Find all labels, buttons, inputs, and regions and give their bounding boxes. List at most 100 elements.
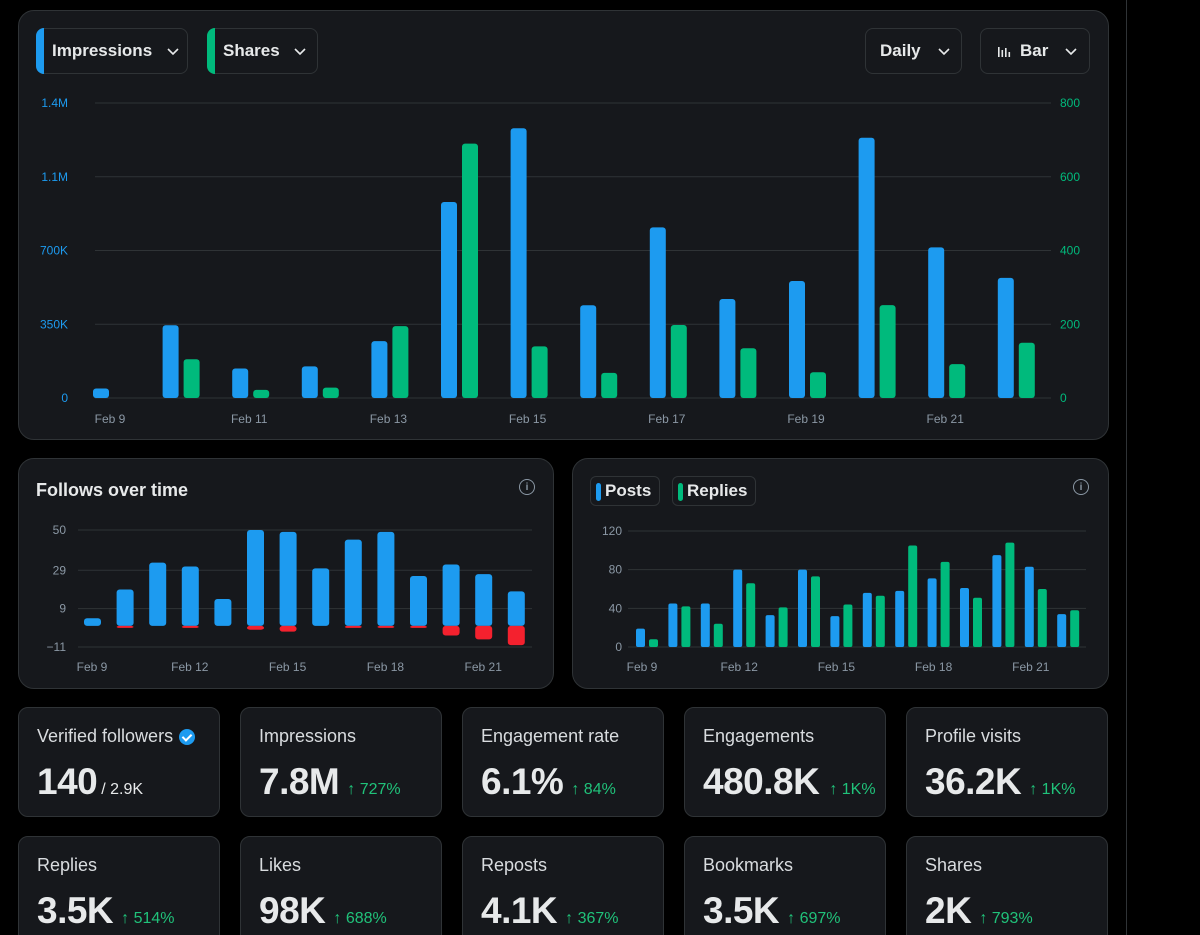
metric-card-impressions[interactable]: Impressions 7.8M ↑ 727% [240,707,442,817]
info-icon[interactable]: i [1073,479,1089,495]
bar-follows [247,530,264,626]
bar-posts [733,569,743,647]
x-tick: Feb 13 [370,412,408,426]
x-tick: Feb 15 [269,660,307,674]
metric-card-bookmarks[interactable]: Bookmarks 3.5K ↑ 697% [684,836,886,935]
bar-follows [507,591,525,626]
metric-value-text: 98K [259,890,326,931]
posts-replies-card [572,458,1109,689]
metric-card-engagements[interactable]: Engagements 480.8K ↑ 1K% [684,707,886,817]
legend-posts-label: Posts [605,481,652,500]
bar-posts [1057,614,1067,647]
x-tick: Feb 17 [648,412,686,426]
bar-posts [1024,566,1034,647]
chevron-down-icon [167,48,179,56]
bar-shares [253,389,270,398]
bar-unfollows [247,625,264,630]
bar-posts [992,555,1002,647]
chart-type-dropdown[interactable]: Bar [980,28,1090,74]
bar-replies [746,583,756,647]
x-tick: Feb 11 [231,412,268,426]
metric-card-verified-followers[interactable]: Verified followers 140/ 2.9K [18,707,220,817]
bar-follows [312,568,330,626]
x-tick: Feb 19 [787,412,825,426]
metric2-label: Shares [223,41,280,60]
bar-shares [601,372,618,398]
x-tick: Feb 9 [77,660,108,674]
metric-value: 3.5K ↑ 514% [37,890,175,932]
metric-label: Bookmarks [703,855,794,875]
bar-shares [740,348,757,398]
y-tick: 0 [615,640,622,654]
y-tick: 120 [602,524,622,538]
legend-posts[interactable]: Posts [590,476,661,506]
metric-value-text: 140 [37,761,98,802]
bar-shares [392,326,409,398]
y-tick-right: 400 [1060,244,1080,258]
y-tick-right: 600 [1060,170,1080,184]
bar-unfollows [344,625,362,628]
metric1-dropdown[interactable]: Impressions [36,28,188,74]
y-tick-left: 350K [40,317,68,331]
period-dropdown[interactable]: Daily [865,28,962,74]
main-chart-card [18,10,1109,440]
bar-replies [908,545,918,647]
metric-value: 7.8M ↑ 727% [259,761,401,803]
metric-value: 6.1% ↑ 84% [481,761,616,803]
bar-replies [778,607,788,647]
y-tick-right: 0 [1060,391,1067,405]
metric-card-shares[interactable]: Shares 2K ↑ 793% [906,836,1108,935]
impressions-shares-chart: 0 350K 700K 1.1M 1.4M 0 200 400 600 800 Feb 9 Feb 1… [40,96,1080,426]
metric-value-text: 480.8K [703,761,820,802]
follows-chart: −11 9 29 50 Feb 9 Feb 12 Feb 15 Feb 18 Feb 21 [47,523,532,674]
bar-impressions [719,298,736,398]
metric-value: 4.1K ↑ 367% [481,890,619,932]
info-icon[interactable]: i [519,479,535,495]
bar-impressions [441,202,457,398]
metric-value-text: 3.5K [703,890,780,931]
period-label: Daily [880,41,921,60]
metric-card-likes[interactable]: Likes 98K ↑ 688% [240,836,442,935]
bar-follows [149,562,167,626]
bar-posts [895,590,905,647]
metric-label: Impressions [259,726,357,746]
chevron-down-icon [294,48,306,56]
page-divider [1126,0,1127,935]
bar-replies [940,561,950,647]
metric-card-reposts[interactable]: Reposts 4.1K ↑ 367% [462,836,664,935]
legend-replies[interactable]: Replies [672,476,757,506]
metric-value-text: 4.1K [481,890,558,931]
x-tick: Feb 18 [367,660,405,674]
bar-replies [811,576,820,647]
bar-shares [670,324,687,398]
bar-follows [377,531,395,626]
metric-value: 140/ 2.9K [37,761,143,803]
bar-chart-icon [998,47,1011,57]
posts-replies-chart: 0 40 80 120 Feb 9 Feb 12 Feb 15 Feb 18 Feb 21 [602,524,1086,674]
bar-impressions [232,368,249,398]
bar-replies [1005,542,1015,647]
bar-impressions [93,388,109,398]
x-tick: Feb 15 [818,660,856,674]
bar-replies [681,606,691,647]
y-tick-left: 1.4M [41,96,68,110]
verified-badge-icon [179,728,196,745]
bar-unfollows [475,625,493,640]
metric-delta: ↑ 514% [121,910,175,927]
y-tick: 50 [53,523,67,537]
bar-unfollows [116,625,134,628]
x-tick: Feb 21 [927,412,965,426]
bar-impressions [371,341,388,398]
bar-posts [862,592,872,647]
bar-follows [344,539,362,626]
metric2-dropdown[interactable]: Shares [207,28,318,74]
metric-card-engagement-rate[interactable]: Engagement rate 6.1% ↑ 84% [462,707,664,817]
replies-swatch [678,483,683,501]
bar-unfollows [442,625,460,636]
chart-type-label: Bar [1020,41,1049,60]
metric-card-replies[interactable]: Replies 3.5K ↑ 514% [18,836,220,935]
metric-value-text: 2K [925,890,972,931]
metric-delta: ↑ 793% [979,910,1033,927]
metric-card-profile-visits[interactable]: Profile visits 36.2K ↑ 1K% [906,707,1108,817]
bar-replies [1037,589,1047,647]
